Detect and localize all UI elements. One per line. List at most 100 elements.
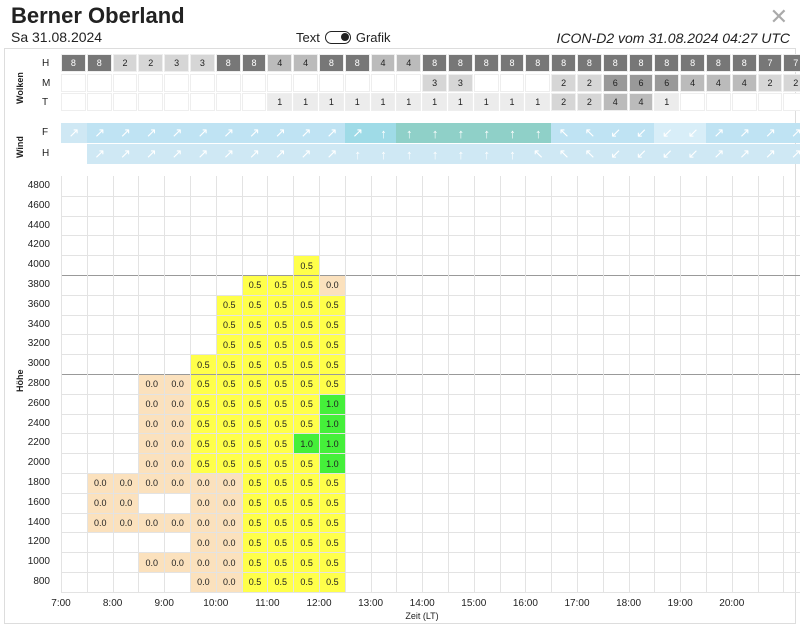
- clouds-section-label: Wolken: [15, 72, 25, 104]
- thermal-cell: 0.5: [268, 434, 294, 454]
- grid-row-line: [61, 413, 800, 415]
- thermal-cell: 0.5: [268, 474, 294, 493]
- wind-cell: ↑: [344, 144, 371, 164]
- cloud-cell: 1: [344, 93, 370, 111]
- thermal-cell: 0.0: [113, 493, 139, 513]
- toggle-grafik-label: Grafik: [355, 30, 391, 45]
- cloud-cell: [164, 93, 189, 111]
- thermal-cell: 0.5: [191, 414, 216, 434]
- x-tick-label: 10:00: [203, 598, 229, 609]
- date-label: Sa 31.08.2024: [11, 29, 103, 45]
- y-tick-label: 3800: [27, 279, 50, 290]
- cloud-cell: [138, 73, 164, 92]
- cloud-cell: [215, 93, 241, 111]
- cloud-cell: 3: [164, 54, 189, 72]
- cloud-cell: 1: [422, 93, 447, 111]
- grid-row-line: [61, 374, 800, 375]
- thermal-cell: 0.5: [320, 355, 345, 374]
- thermal-cell: 0.5: [242, 295, 268, 315]
- thermal-cell: 0.5: [268, 414, 294, 434]
- thermal-cell: 0.0: [139, 394, 165, 414]
- grid-col-line: [396, 176, 398, 592]
- wind-cell: ↙: [602, 144, 629, 164]
- grid-col-line: [190, 176, 191, 592]
- grid-row-line: [61, 294, 800, 296]
- thermal-cell: 0.0: [191, 573, 216, 592]
- y-tick-label: 4400: [27, 219, 50, 231]
- view-toggle[interactable]: Text Grafik: [296, 30, 391, 45]
- grid-col-line: [344, 176, 346, 592]
- thermal-cell: 0.5: [216, 434, 242, 454]
- grid-col-line: [164, 176, 166, 592]
- wind-cell: ↑: [396, 144, 423, 164]
- cloud-cell: 2: [112, 54, 138, 72]
- thermal-cell: 1.0: [320, 434, 345, 454]
- x-tick-label: 9:00: [154, 598, 174, 609]
- grid-col-line: [215, 176, 217, 592]
- y-tick-label: 4600: [27, 199, 50, 211]
- wind-cell: ↗: [293, 144, 319, 164]
- cloud-cell: [61, 73, 86, 92]
- thermal-cell: 0.5: [268, 335, 294, 355]
- cloud-cell: 8: [499, 54, 525, 72]
- toggle-text-label: Text: [296, 30, 320, 45]
- wind-cell: ↗: [241, 123, 268, 143]
- grid-row-line: [61, 215, 800, 217]
- thermal-cell: 0.5: [216, 454, 242, 473]
- cloud-cell: 2: [577, 93, 602, 111]
- cloud-cell: 7: [757, 54, 783, 72]
- wind-cell: ↗: [757, 144, 784, 164]
- thermal-cell: 0.0: [139, 375, 165, 394]
- thermal-cell: 0.0: [216, 513, 242, 533]
- cloud-cell: 4: [602, 93, 628, 111]
- close-icon[interactable]: ✕: [769, 4, 788, 29]
- wind-cell: ↙: [680, 144, 706, 164]
- cloud-cell: 6: [654, 73, 680, 92]
- grid-col-line: [473, 176, 475, 592]
- cloud-cell: 1: [654, 93, 680, 111]
- thermal-cell: 0.5: [320, 474, 345, 493]
- cloud-cell: 1: [396, 93, 422, 111]
- thermal-cell: 0.5: [294, 394, 319, 414]
- wind-cell: ↗: [215, 144, 242, 164]
- wind-cell: ↗: [241, 144, 268, 164]
- grid-row-line: [61, 552, 800, 554]
- thermal-cell: 0.5: [320, 573, 345, 592]
- thermal-cell: 0.5: [216, 295, 242, 315]
- thermal-cell: 0.5: [268, 276, 294, 295]
- thermal-cell: 0.0: [165, 414, 190, 434]
- wind-cell: ↗: [61, 123, 87, 143]
- thermal-cell: 0.5: [294, 454, 319, 473]
- thermal-cell: 0.5: [242, 414, 268, 434]
- thermal-cell: 0.5: [320, 533, 345, 553]
- cloud-cell: [86, 73, 112, 92]
- thermal-cell: 0.5: [216, 414, 242, 434]
- thermal-cell: 0.5: [320, 335, 345, 355]
- wind-cell: ↖: [577, 123, 603, 143]
- cloud-cell: 7: [783, 54, 800, 72]
- grid-row-line: [61, 334, 800, 336]
- thermal-cell: 0.0: [87, 474, 113, 493]
- thermal-cell: 0.5: [242, 394, 268, 414]
- thermal-cell: 0.5: [242, 553, 268, 572]
- cloud-cell: [241, 73, 267, 92]
- x-tick-label: 19:00: [667, 598, 693, 609]
- wind-cell: ↖: [551, 144, 577, 164]
- grid-col-line: [319, 176, 320, 592]
- grid-row-line: [61, 354, 800, 356]
- thermal-cell: 0.0: [191, 533, 216, 553]
- wind-cell: ↑: [396, 123, 423, 143]
- cloud-cell: [706, 93, 731, 111]
- cloud-cell: 8: [706, 54, 731, 72]
- thermal-cell: 0.0: [87, 493, 113, 513]
- thermal-cell: 0.5: [294, 295, 319, 315]
- cloud-cell: 4: [396, 54, 422, 72]
- cloud-cell: [783, 93, 800, 111]
- toggle-switch[interactable]: [324, 31, 351, 44]
- thermal-cell: 0.5: [242, 513, 268, 533]
- thermal-cell: 0.5: [242, 474, 268, 493]
- cloud-cell: [293, 73, 318, 92]
- thermal-cell: 0.5: [294, 276, 319, 295]
- thermal-cell: 0.5: [242, 434, 268, 454]
- grid-row-line: [61, 473, 800, 474]
